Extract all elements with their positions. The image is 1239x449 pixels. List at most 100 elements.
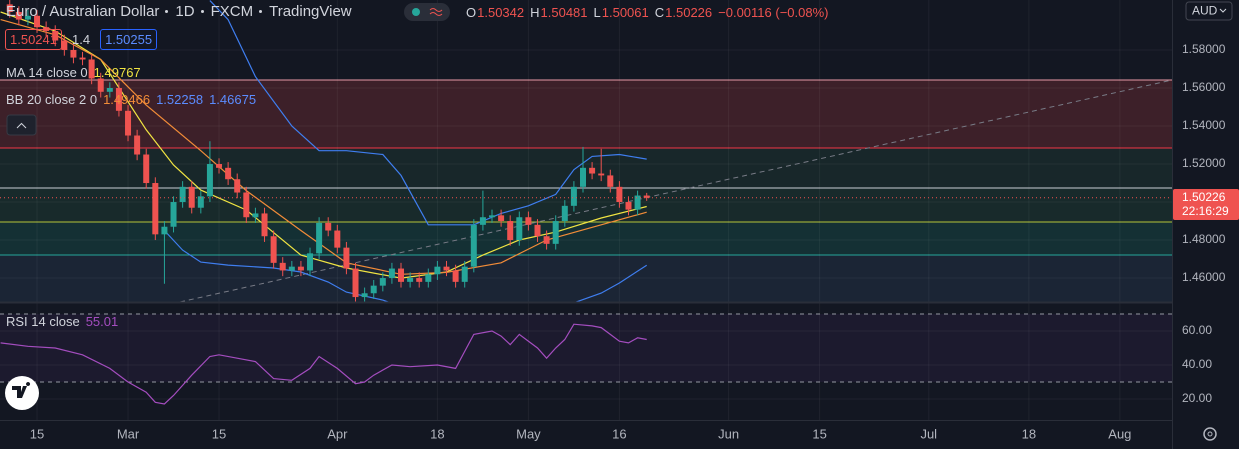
candle-body [570, 186, 577, 206]
candle-body [498, 215, 505, 222]
candle-body [188, 186, 195, 208]
symbol-row: Euro / Australian Dollar 1D FXCM Trading… [6, 3, 358, 20]
candle-body [388, 268, 395, 279]
ohlc-key: O [466, 5, 477, 20]
candle-body [479, 217, 486, 225]
status-pill[interactable] [404, 3, 450, 21]
candle-body [334, 230, 341, 248]
x-tick-label: Apr [327, 426, 348, 441]
bb-legend: BB 20 close 2 0 1.49466 1.52258 1.46675 [6, 92, 262, 107]
ohlc-key: L [593, 5, 601, 20]
status-icons[interactable] [404, 3, 450, 21]
indicator-line [163, 230, 648, 302]
candle-body [6, 4, 13, 12]
status-wave[interactable] [429, 8, 443, 16]
bid[interactable]: 1.50241 [5, 29, 62, 50]
ohlc-key: H [530, 5, 540, 20]
candle-body [79, 57, 86, 60]
separator [259, 10, 263, 13]
y-tick-label: 1.58000 [1182, 42, 1226, 56]
ohlc-key: C [654, 5, 665, 20]
y-tick-label: 40.00 [1182, 357, 1212, 371]
candle-body [170, 202, 177, 227]
candle-body [461, 266, 468, 282]
zone-blue [0, 255, 1172, 302]
candle-body [416, 278, 423, 282]
x-tick-label: 15 [212, 426, 226, 441]
currency-button[interactable]: AUD [1185, 1, 1233, 21]
collapse-box[interactable] [6, 114, 37, 136]
candle-body [88, 59, 95, 79]
candle-body [261, 213, 268, 237]
zone-red [0, 80, 1172, 148]
candle-body [216, 164, 223, 168]
candle-body [125, 110, 132, 136]
y-tick-label: 1.54000 [1182, 118, 1226, 132]
zone-green [0, 188, 1172, 222]
indicator-value: 1.52258 [156, 92, 204, 107]
tv-logo[interactable] [5, 376, 39, 410]
spread: 1.4 [72, 32, 91, 47]
candle-body [297, 266, 304, 271]
candle-body [379, 278, 386, 286]
x-tick-label: 18 [430, 426, 444, 441]
indicator-value: 1.49466 [103, 92, 151, 107]
candle-body [225, 167, 232, 180]
zone-green [0, 148, 1172, 188]
candle-body [343, 247, 350, 269]
ohlc-value: 1.50226 [665, 5, 713, 20]
symbol: Euro / Australian Dollar [6, 3, 160, 20]
x-tick-label: 18 [1022, 426, 1036, 441]
candle-body [398, 268, 405, 282]
x-tick-label: 15 [30, 426, 44, 441]
collapse-icon[interactable] [16, 122, 27, 129]
ohlc-row: O 1.50342 H 1.50481 L 1.50061 C 1.50226 −0.0… [466, 5, 834, 20]
ohlc-value: 1.50342 [477, 5, 525, 20]
status-dot[interactable] [412, 8, 420, 16]
settings-button[interactable] [1203, 427, 1217, 441]
interval: 1D [175, 3, 195, 20]
currency-box[interactable] [1185, 1, 1233, 21]
gear-hub[interactable] [1207, 431, 1213, 437]
candle-body [161, 226, 168, 235]
candle-body [152, 183, 159, 235]
candle-body [489, 215, 496, 218]
candle-body [179, 186, 186, 203]
candle-body [443, 266, 450, 271]
price-pane [0, 0, 1172, 302]
candle-body [634, 195, 641, 210]
ask[interactable]: 1.50255 [100, 29, 158, 50]
indicator-line [0, 19, 647, 275]
candle-body [434, 266, 441, 275]
price-tag-box [1173, 189, 1239, 220]
candle-body [607, 175, 614, 187]
candle-body [115, 87, 122, 111]
candle-body [243, 192, 250, 218]
candle-body [370, 285, 377, 294]
candle-body [407, 278, 414, 282]
candle-body [579, 167, 586, 187]
collapse-button[interactable] [6, 114, 37, 136]
rsi-pane [0, 323, 647, 405]
indicator-name: MA 14 close 0 [6, 65, 88, 80]
candle-body [97, 78, 104, 92]
candle-body [534, 224, 541, 237]
chevron[interactable] [1219, 8, 1227, 13]
candle-body [197, 196, 204, 208]
grid [0, 0, 1172, 420]
currency[interactable]: AUD [1192, 4, 1218, 18]
separator [165, 10, 169, 13]
candle-body [61, 40, 68, 50]
logo-mark[interactable] [12, 382, 31, 398]
candle-body [589, 167, 596, 174]
indicator-value: 55.01 [85, 314, 119, 329]
candle-body [598, 173, 605, 176]
gear[interactable] [1203, 427, 1217, 441]
ma-legend: MA 14 close 0 1.49767 [6, 65, 147, 80]
candle-body [52, 30, 59, 41]
y-tick-label: 1.52000 [1182, 156, 1226, 170]
candle-body [316, 222, 323, 254]
zones [0, 79, 1172, 383]
candle-body [143, 154, 150, 184]
